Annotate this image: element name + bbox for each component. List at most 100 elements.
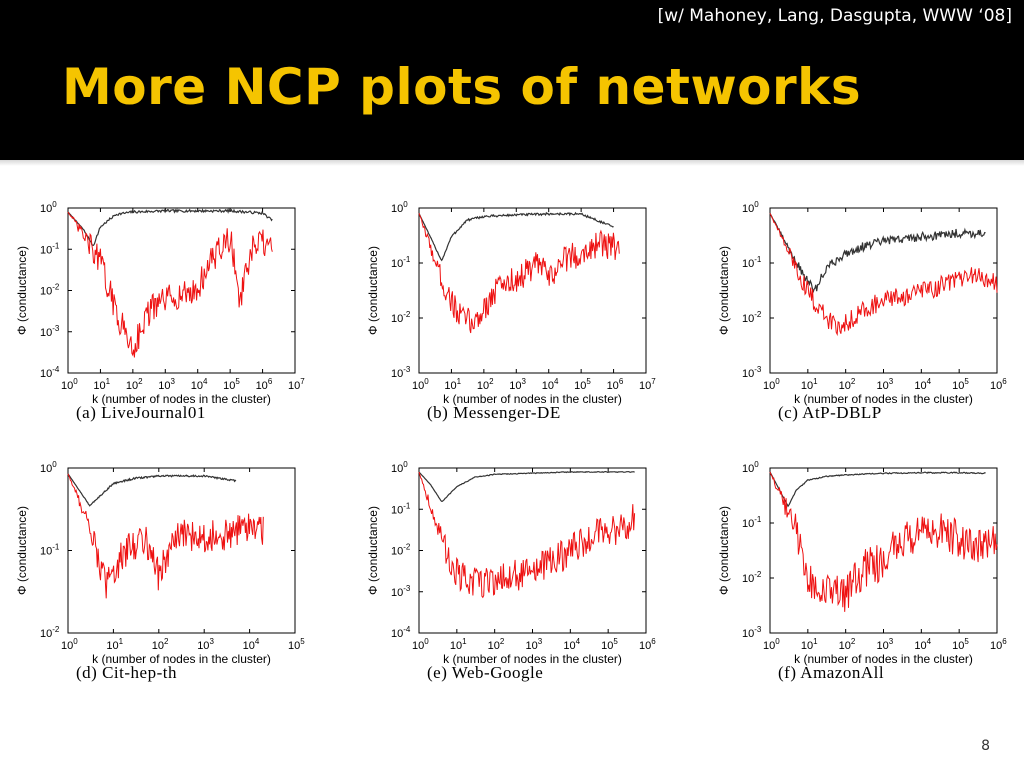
chart-caption: (f) AmazonAll xyxy=(778,663,885,682)
x-tick-label: 105 xyxy=(952,377,969,392)
x-tick-label: 103 xyxy=(526,637,543,652)
x-axis-label: k (number of nodes in the cluster) xyxy=(92,652,271,666)
x-tick-label: 102 xyxy=(839,637,856,652)
x-tick-label: 106 xyxy=(990,377,1007,392)
y-tick-label: 10-2 xyxy=(40,625,60,640)
y-tick-label: 10-1 xyxy=(391,255,411,270)
series-line-red xyxy=(67,473,264,599)
x-tick-label: 105 xyxy=(601,637,618,652)
y-tick-label: 10-1 xyxy=(40,241,60,256)
x-tick-label: 101 xyxy=(106,637,123,652)
x-tick-label: 101 xyxy=(444,377,461,392)
x-tick-label: 105 xyxy=(952,637,969,652)
x-tick-label: 100 xyxy=(412,637,429,652)
y-tick-label: 10-1 xyxy=(391,501,411,516)
series-line-red xyxy=(418,213,620,334)
x-tick-label: 100 xyxy=(412,377,429,392)
y-tick-label: 10-4 xyxy=(40,365,60,380)
series-line-black xyxy=(67,473,237,507)
x-tick-label: 104 xyxy=(243,637,260,652)
x-tick-label: 106 xyxy=(639,637,656,652)
page-number: 8 xyxy=(981,738,990,754)
plot-frame xyxy=(67,207,296,374)
x-axis-label: k (number of nodes in the cluster) xyxy=(794,392,973,406)
y-tick-label: 10-3 xyxy=(391,584,411,599)
y-axis-label: Φ (conductance) xyxy=(717,246,731,335)
chart-caption: (b) Messenger-DE xyxy=(427,403,561,422)
y-tick-label: 100 xyxy=(391,460,408,475)
x-tick-label: 104 xyxy=(542,377,559,392)
plot-frame xyxy=(769,467,998,634)
series-line-red xyxy=(67,211,273,358)
y-tick-label: 10-2 xyxy=(391,310,411,325)
y-axis-label: Φ (conductance) xyxy=(717,506,731,595)
ncp-chart-6: 100 101 102 103 104 105 106 10-3 10-2 10-1 100 k (n… xyxy=(716,456,1024,696)
plot-frame xyxy=(418,207,647,374)
y-tick-label: 10-1 xyxy=(742,515,762,530)
x-tick-label: 101 xyxy=(801,637,818,652)
ncp-chart-2: 100 101 102 103 104 105 106 107 10-3 10-2 10-1 100 k… xyxy=(365,196,685,436)
x-tick-label: 104 xyxy=(914,377,931,392)
y-tick-label: 10-3 xyxy=(40,324,60,339)
series-line-red xyxy=(769,471,998,612)
y-tick-label: 100 xyxy=(40,200,57,215)
x-tick-label: 104 xyxy=(563,637,580,652)
y-tick-label: 10-2 xyxy=(40,283,60,298)
series-line-black xyxy=(418,211,614,262)
x-axis-label: k (number of nodes in the cluster) xyxy=(92,392,271,406)
x-tick-label: 103 xyxy=(158,377,175,392)
chart-caption: (a) LiveJournal01 xyxy=(76,403,206,422)
x-tick-label: 101 xyxy=(801,377,818,392)
ncp-plot-svg: 100 101 102 103 104 105 106 10-3 10-2 10-1 100 k (n… xyxy=(717,460,1007,666)
x-tick-label: 101 xyxy=(450,637,467,652)
y-axis-label: Φ (conductance) xyxy=(15,506,29,595)
x-tick-label: 105 xyxy=(288,637,305,652)
slide-title: More NCP plots of networks xyxy=(62,58,862,116)
x-tick-label: 103 xyxy=(509,377,526,392)
x-tick-label: 104 xyxy=(191,377,208,392)
x-tick-label: 100 xyxy=(61,637,78,652)
x-tick-label: 106 xyxy=(607,377,624,392)
ncp-chart-1: 100 101 102 103 104 105 106 107 10-4 10-3 10-2 10-1… xyxy=(14,196,334,436)
chart-caption: (e) Web-Google xyxy=(427,663,544,682)
citation: [w/ Mahoney, Lang, Dasgupta, WWW ‘08] xyxy=(657,6,1012,26)
x-axis-label: k (number of nodes in the cluster) xyxy=(443,652,622,666)
y-tick-label: 10-1 xyxy=(40,543,60,558)
ncp-plot-svg: 100 101 102 103 104 105 106 107 10-4 10-3 10-2 10-1… xyxy=(15,200,305,406)
x-tick-label: 104 xyxy=(914,637,931,652)
x-tick-label: 101 xyxy=(93,377,110,392)
plot-frame xyxy=(418,467,647,634)
plot-frame xyxy=(67,467,296,634)
y-tick-label: 10-4 xyxy=(391,625,411,640)
series-line-red xyxy=(769,213,998,337)
series-line-black xyxy=(418,470,635,502)
x-tick-label: 103 xyxy=(877,637,894,652)
x-tick-label: 100 xyxy=(763,377,780,392)
x-tick-label: 105 xyxy=(223,377,240,392)
x-tick-label: 103 xyxy=(877,377,894,392)
y-tick-label: 10-2 xyxy=(742,310,762,325)
x-axis-label: k (number of nodes in the cluster) xyxy=(794,652,973,666)
x-tick-label: 107 xyxy=(288,377,305,392)
y-tick-label: 10-1 xyxy=(742,255,762,270)
x-tick-label: 105 xyxy=(574,377,591,392)
chart-caption: (c) AtP-DBLP xyxy=(778,403,882,422)
y-tick-label: 100 xyxy=(742,460,759,475)
x-tick-label: 102 xyxy=(152,637,169,652)
ncp-chart-4: 100 101 102 103 104 105 10-2 10-1 100 k (number o… xyxy=(14,456,334,696)
y-tick-label: 100 xyxy=(742,200,759,215)
y-tick-label: 10-3 xyxy=(742,625,762,640)
y-axis-label: Φ (conductance) xyxy=(366,246,380,335)
y-axis-label: Φ (conductance) xyxy=(366,506,380,595)
x-tick-label: 102 xyxy=(126,377,143,392)
ncp-plot-svg: 100 101 102 103 104 105 106 10-3 10-2 10-1 100 k (n… xyxy=(717,200,1007,406)
y-tick-label: 10-3 xyxy=(742,365,762,380)
x-tick-label: 107 xyxy=(639,377,656,392)
ncp-chart-5: 100 101 102 103 104 105 106 10-4 10-3 10-2 10-1 100… xyxy=(365,456,685,696)
series-line-red xyxy=(418,471,636,599)
x-tick-label: 106 xyxy=(990,637,1007,652)
y-tick-label: 10-3 xyxy=(391,365,411,380)
y-axis-label: Φ (conductance) xyxy=(15,246,29,335)
series-line-black xyxy=(67,208,273,246)
x-tick-label: 100 xyxy=(61,377,78,392)
